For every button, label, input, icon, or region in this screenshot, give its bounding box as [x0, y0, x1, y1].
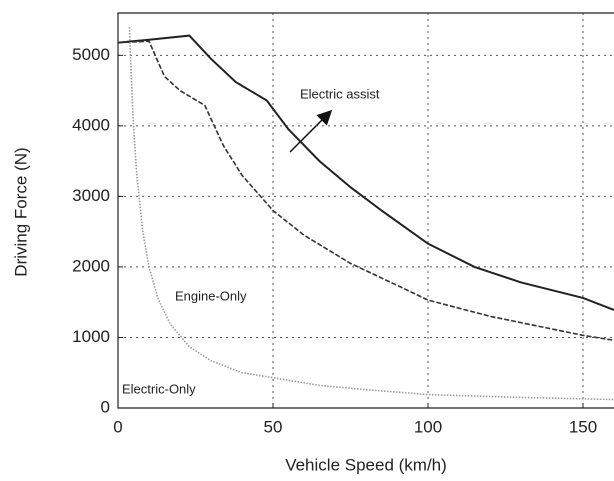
- annotation-arrow: [289, 109, 333, 153]
- series-label: Engine-Only: [175, 288, 247, 303]
- y-tick-label: 5000: [72, 45, 110, 64]
- x-tick-label: 150: [569, 417, 597, 436]
- y-tick-label: 4000: [72, 115, 110, 134]
- x-tick-label: 0: [113, 417, 122, 436]
- axis-frame: [117, 12, 614, 409]
- y-tick-label: 0: [101, 397, 110, 416]
- x-tick-label: 50: [264, 417, 283, 436]
- data-line: [117, 34, 614, 311]
- data-line: [117, 40, 614, 342]
- y-axis-label: Driving Force (N): [11, 147, 30, 276]
- x-axis-label: Vehicle Speed (km/h): [285, 455, 447, 474]
- x-tick-label: 100: [414, 417, 442, 436]
- y-tick-label: 2000: [72, 256, 110, 275]
- series-label: Electric-Only: [122, 381, 196, 396]
- data-line: [128, 27, 614, 401]
- series-label: Electric assist: [300, 86, 380, 101]
- y-tick-label: 1000: [72, 327, 110, 346]
- y-tick-label: 3000: [72, 186, 110, 205]
